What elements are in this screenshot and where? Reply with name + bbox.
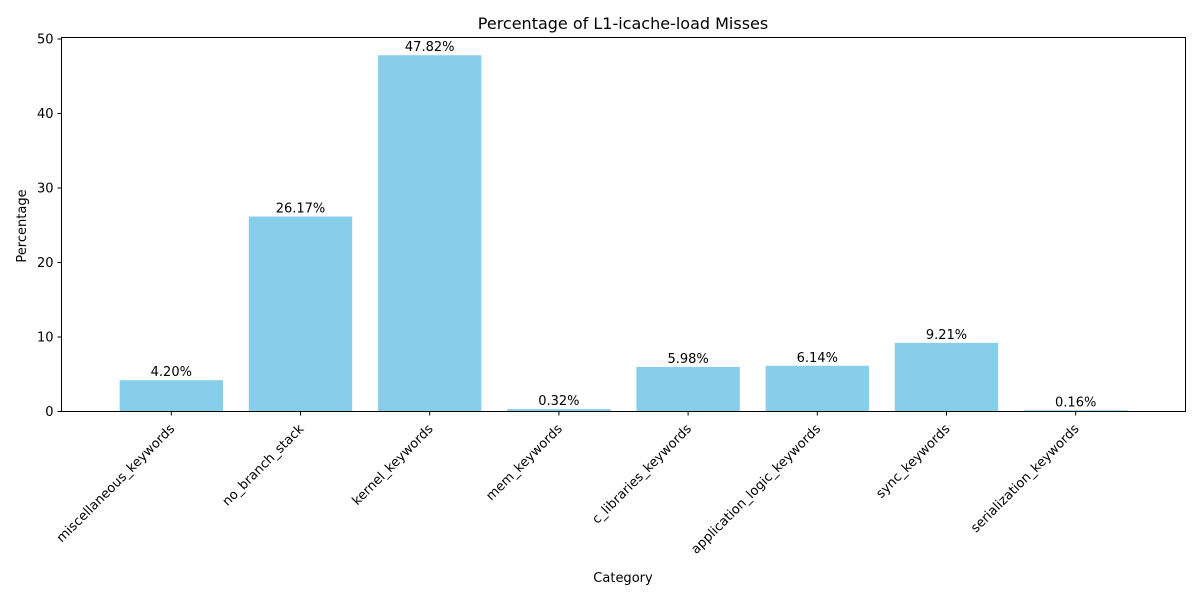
bar-miscellaneous-keywords bbox=[119, 380, 223, 412]
bar-value-label: 4.20% bbox=[151, 365, 192, 380]
x-tick-label: application_logic_keywords bbox=[689, 422, 825, 558]
bar-value-label: 26.17% bbox=[276, 202, 326, 217]
y-tick-label: 20 bbox=[37, 256, 54, 271]
x-tick-label: miscellaneous_keywords bbox=[54, 422, 178, 546]
bar-value-label: 0.32% bbox=[538, 394, 579, 409]
x-tick-label: no_branch_stack bbox=[220, 421, 308, 509]
bar-value-label: 9.21% bbox=[926, 328, 967, 343]
bars-group bbox=[119, 55, 1128, 412]
bar-value-label: 47.82% bbox=[405, 40, 455, 55]
y-axis-ticks: 0 10 20 30 40 50 bbox=[37, 32, 62, 420]
plot-frame bbox=[61, 37, 1186, 412]
y-tick-label: 30 bbox=[37, 181, 54, 196]
bar-value-label: 5.98% bbox=[667, 352, 708, 367]
y-tick-label: 10 bbox=[37, 331, 54, 346]
x-tick-label: kernel_keywords bbox=[350, 422, 437, 509]
x-tick-label: sync_keywords bbox=[874, 422, 954, 502]
bar-labels-group: 4.20% 26.17% 47.82% 0.32% 5.98% 6.14% 9.21% 0.1… bbox=[151, 40, 1097, 410]
bar-sync-keywords bbox=[894, 342, 999, 412]
bar-value-label: 0.16% bbox=[1055, 395, 1096, 410]
bar-no-branch-stack bbox=[248, 216, 353, 412]
y-axis-label: Percentage bbox=[15, 189, 30, 262]
bar-value-label: 6.14% bbox=[797, 351, 838, 366]
x-axis-label: Category bbox=[593, 571, 653, 586]
y-tick-label: 0 bbox=[45, 405, 53, 420]
x-tick-label: serialization_keywords bbox=[968, 422, 1082, 536]
bar-application-logic-keywords bbox=[765, 365, 869, 412]
bar-serialization-keywords bbox=[1024, 410, 1128, 412]
y-tick-label: 40 bbox=[37, 107, 54, 122]
chart-title: Percentage of L1-icache-load Misses bbox=[478, 14, 768, 33]
y-tick-label: 50 bbox=[37, 32, 54, 47]
x-axis-ticks: miscellaneous_keywords no_branch_stack ker… bbox=[54, 411, 1083, 558]
x-tick-label: c_libraries_keywords bbox=[589, 422, 695, 528]
bar-kernel-keywords bbox=[378, 55, 482, 412]
bar-c-libraries-keywords bbox=[636, 366, 740, 412]
bar-mem-keywords bbox=[507, 409, 611, 412]
x-tick-label: mem_keywords bbox=[483, 422, 565, 504]
